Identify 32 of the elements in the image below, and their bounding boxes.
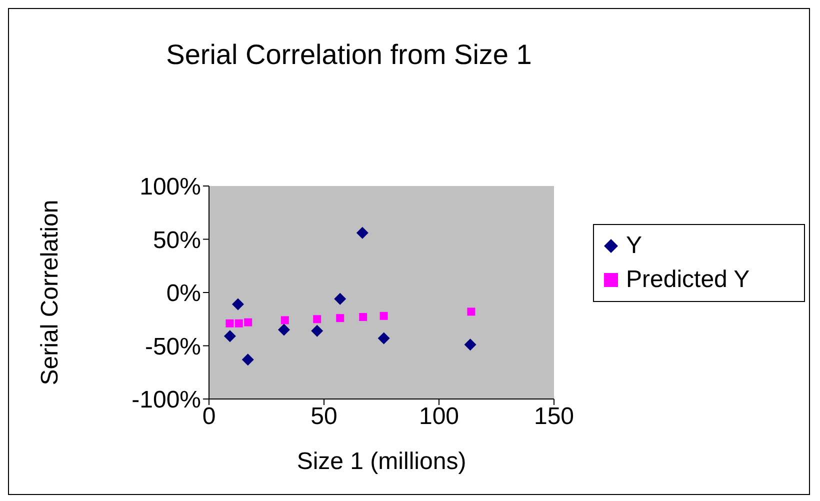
point (278, 324, 290, 336)
point (378, 332, 390, 344)
point (234, 319, 243, 328)
point (232, 298, 244, 310)
point (313, 315, 322, 324)
point (224, 330, 236, 342)
point (380, 312, 388, 320)
point (244, 318, 252, 326)
x-tick-label: 150 (534, 403, 574, 430)
y-tick-label: -50% (144, 333, 201, 360)
chart-title: Serial Correlation from Size 1 (165, 39, 533, 71)
point (226, 319, 234, 328)
point (336, 314, 344, 322)
y-axis-title: Serial Correlation (36, 200, 64, 386)
point (467, 308, 476, 316)
legend-label: Predicted Y (626, 265, 750, 295)
point (242, 354, 254, 366)
point (356, 226, 368, 239)
y-tick-label: 100% (140, 174, 201, 201)
y-tick-label: 0% (166, 280, 201, 308)
point (334, 292, 346, 305)
point (464, 338, 476, 351)
point (359, 312, 368, 321)
x-tick-label: 50 (310, 403, 338, 430)
y-tick-label: 50% (152, 226, 201, 254)
point (280, 316, 289, 324)
x-tick-label: 100 (418, 403, 460, 430)
x-tick-label: 0 (202, 403, 216, 430)
point (311, 324, 324, 337)
legend-label: Y (626, 231, 642, 261)
y-tick-label: -100% (132, 386, 201, 414)
x-axis-title: Size 1 (millions) (296, 448, 466, 475)
